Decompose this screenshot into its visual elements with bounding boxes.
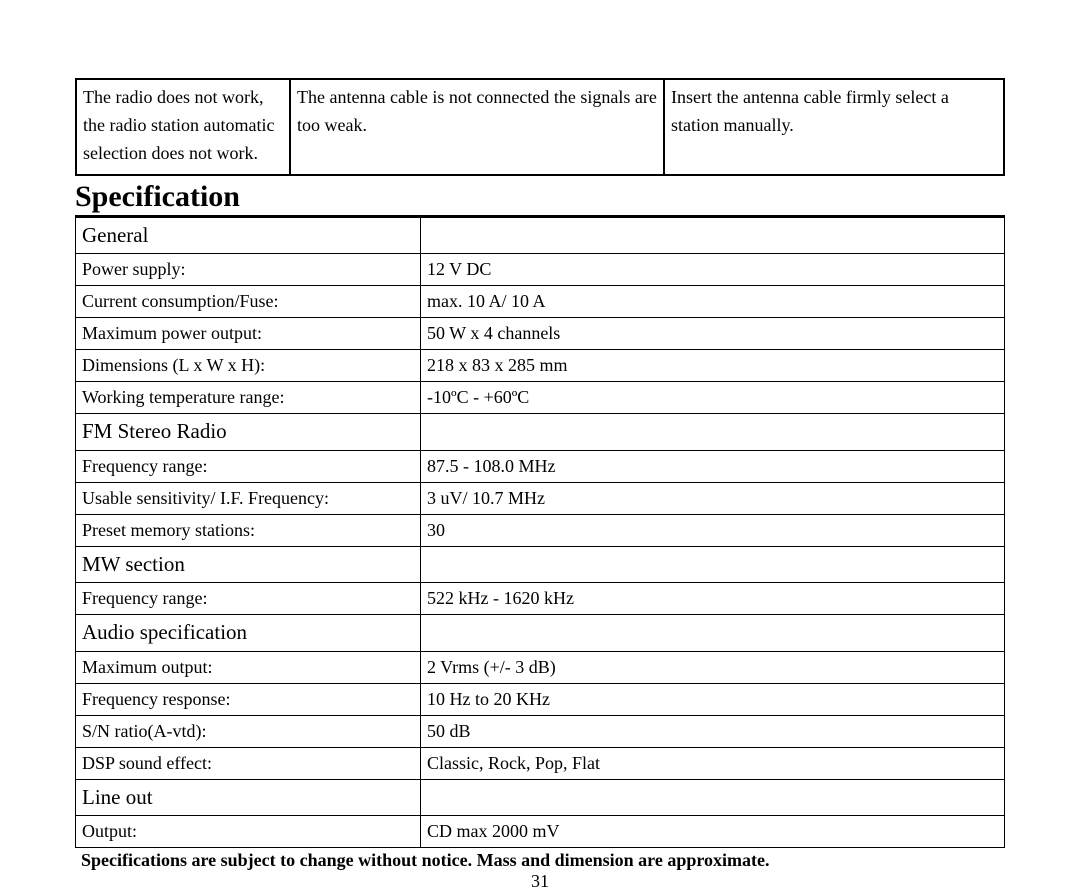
spec-value: 50 dB (421, 715, 1005, 747)
table-row: S/N ratio(A-vtd): 50 dB (76, 715, 1005, 747)
table-row: Preset memory stations: 30 (76, 514, 1005, 546)
page: The radio does not work, the radio stati… (0, 0, 1080, 883)
section-header-label: Line out (76, 779, 421, 816)
spec-value: 87.5 - 108.0 MHz (421, 450, 1005, 482)
spec-value: 12 V DC (421, 254, 1005, 286)
troubleshoot-problem: The radio does not work, the radio stati… (76, 79, 290, 175)
table-row: Frequency range: 522 kHz - 1620 kHz (76, 583, 1005, 615)
spec-label: Usable sensitivity/ I.F. Frequency: (76, 482, 421, 514)
table-row: Usable sensitivity/ I.F. Frequency: 3 uV… (76, 482, 1005, 514)
spec-value: 50 W x 4 channels (421, 318, 1005, 350)
section-header-label: FM Stereo Radio (76, 414, 421, 451)
table-row: Frequency range: 87.5 - 108.0 MHz (76, 450, 1005, 482)
spec-label: DSP sound effect: (76, 747, 421, 779)
table-row: Frequency response: 10 Hz to 20 KHz (76, 683, 1005, 715)
spec-label: Working temperature range: (76, 382, 421, 414)
spec-label: Output: (76, 816, 421, 848)
section-header-mw: MW section (76, 546, 1005, 583)
table-row: Working temperature range: -10ºC - +60ºC (76, 382, 1005, 414)
section-header-lineout: Line out (76, 779, 1005, 816)
spec-value: 2 Vrms (+/- 3 dB) (421, 651, 1005, 683)
empty-cell (421, 414, 1005, 451)
table-row: Maximum output: 2 Vrms (+/- 3 dB) (76, 651, 1005, 683)
spec-label: Frequency range: (76, 583, 421, 615)
spec-value: 3 uV/ 10.7 MHz (421, 482, 1005, 514)
table-row: Dimensions (L x W x H): 218 x 83 x 285 m… (76, 350, 1005, 382)
table-row: Maximum power output: 50 W x 4 channels (76, 318, 1005, 350)
spec-value: max. 10 A/ 10 A (421, 286, 1005, 318)
troubleshoot-table: The radio does not work, the radio stati… (75, 78, 1005, 176)
section-header-general: General (76, 217, 1005, 254)
section-header-fm: FM Stereo Radio (76, 414, 1005, 451)
spec-label: Power supply: (76, 254, 421, 286)
spec-value: -10ºC - +60ºC (421, 382, 1005, 414)
spec-label: Dimensions (L x W x H): (76, 350, 421, 382)
troubleshoot-cause: The antenna cable is not connected the s… (290, 79, 664, 175)
specification-table: General Power supply: 12 V DC Current co… (75, 217, 1005, 849)
table-row: The radio does not work, the radio stati… (76, 79, 1004, 175)
page-number: 31 (75, 871, 1005, 892)
spec-value: CD max 2000 mV (421, 816, 1005, 848)
table-row: Power supply: 12 V DC (76, 254, 1005, 286)
table-row: Output: CD max 2000 mV (76, 816, 1005, 848)
empty-cell (421, 217, 1005, 254)
empty-cell (421, 615, 1005, 652)
footnote-text: Specifications are subject to change wit… (75, 850, 1005, 871)
table-row: DSP sound effect: Classic, Rock, Pop, Fl… (76, 747, 1005, 779)
spec-label: Preset memory stations: (76, 514, 421, 546)
spec-label: Maximum output: (76, 651, 421, 683)
empty-cell (421, 546, 1005, 583)
spec-value: 218 x 83 x 285 mm (421, 350, 1005, 382)
spec-value: 10 Hz to 20 KHz (421, 683, 1005, 715)
table-row: Current consumption/Fuse: max. 10 A/ 10 … (76, 286, 1005, 318)
spec-value: 522 kHz - 1620 kHz (421, 583, 1005, 615)
spec-label: Current consumption/Fuse: (76, 286, 421, 318)
section-header-label: General (76, 217, 421, 254)
troubleshoot-remedy: Insert the antenna cable firmly select a… (664, 79, 1004, 175)
spec-label: Frequency response: (76, 683, 421, 715)
section-header-label: MW section (76, 546, 421, 583)
spec-label: Frequency range: (76, 450, 421, 482)
spec-label: Maximum power output: (76, 318, 421, 350)
spec-label: S/N ratio(A-vtd): (76, 715, 421, 747)
spec-value: 30 (421, 514, 1005, 546)
empty-cell (421, 779, 1005, 816)
section-header-label: Audio specification (76, 615, 421, 652)
specification-title: Specification (75, 180, 1005, 217)
spec-value: Classic, Rock, Pop, Flat (421, 747, 1005, 779)
section-header-audio: Audio specification (76, 615, 1005, 652)
